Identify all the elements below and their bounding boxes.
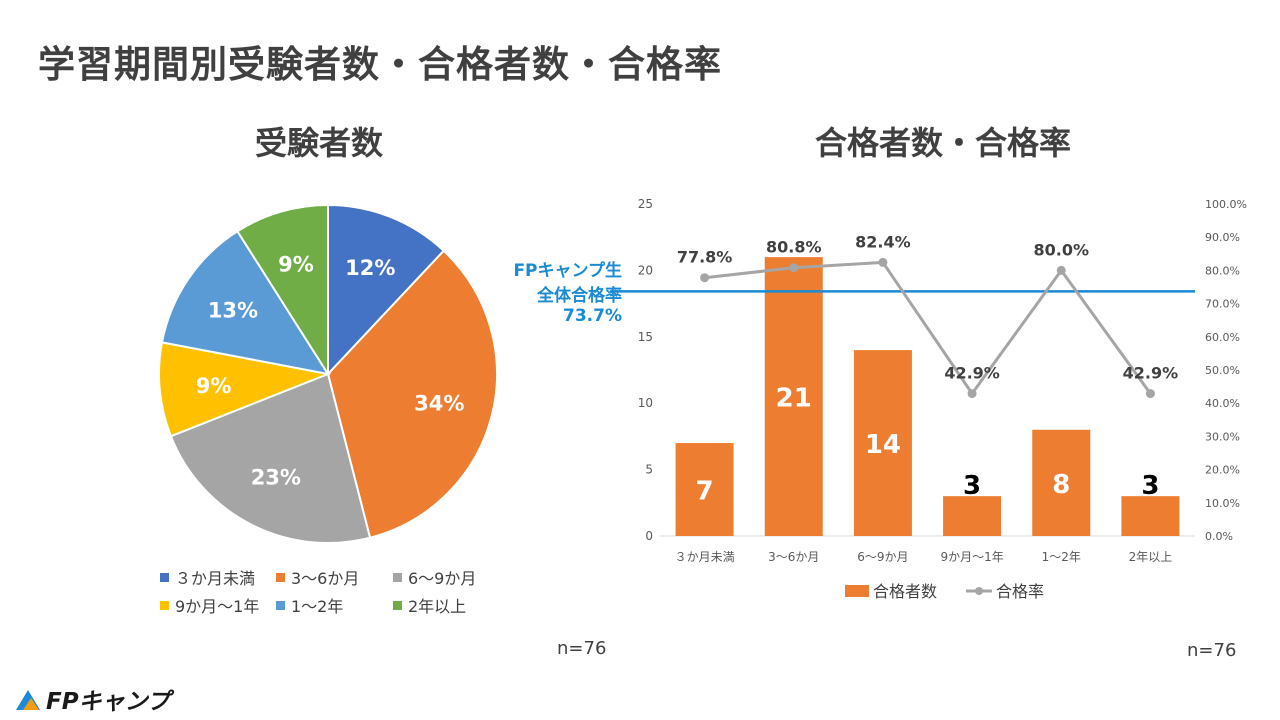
y-tick-left: 10 xyxy=(638,396,653,410)
pie-slice xyxy=(236,203,329,378)
x-tick-label: 3～6か月 xyxy=(768,550,819,564)
bar-value-label: 7 xyxy=(696,477,714,507)
legend-label-bars: 合格者数 xyxy=(873,582,937,601)
pie-slice xyxy=(160,229,331,376)
pie-slice-label: 23% xyxy=(251,465,301,489)
pie-slice xyxy=(169,372,372,544)
legend-item-3to6: 3～6か月 xyxy=(276,565,359,589)
bar-value-label: 8 xyxy=(1052,470,1070,500)
legend-swatch xyxy=(276,572,285,582)
x-tick-label: 9か月～1年 xyxy=(940,550,1003,564)
y-tick-right: 70.0% xyxy=(1205,298,1240,311)
legend-label: 3～6か月 xyxy=(291,569,360,588)
x-tick-label: 6～9か月 xyxy=(857,550,908,564)
rate-value-label: 80.0% xyxy=(1033,240,1089,259)
y-tick-left: 0 xyxy=(645,529,653,543)
legend-label: ３か月未満 xyxy=(175,569,256,588)
y-tick-right: 30.0% xyxy=(1205,430,1240,443)
combo-chart-title: 合格者数・合格率 xyxy=(815,124,1072,162)
rate-value-label: 82.4% xyxy=(855,232,911,251)
legend-swatch-rate-dot xyxy=(975,587,983,595)
legend-label: 1～2年 xyxy=(291,597,344,616)
y-tick-right: 90.0% xyxy=(1205,231,1240,244)
bar xyxy=(1032,429,1091,536)
pie-sample-size: n=76 xyxy=(557,638,607,659)
bar xyxy=(675,443,734,536)
legend-item-2plus: 2年以上 xyxy=(393,593,466,617)
rate-point xyxy=(878,257,888,267)
x-tick-label: ３か月未満 xyxy=(675,550,735,564)
pie-chart: 12% 34% 23% 9% 13% 9% xyxy=(158,203,498,544)
y-tick-left: 5 xyxy=(645,463,653,477)
legend-label: 6～9か月 xyxy=(408,569,477,588)
logo: FPキャンプ xyxy=(14,682,170,716)
legend-swatch xyxy=(393,600,402,610)
legend-label: 2年以上 xyxy=(408,597,467,616)
rate-point xyxy=(1056,265,1066,275)
legend-swatch xyxy=(276,600,285,610)
rate-value-label: 80.8% xyxy=(766,238,822,257)
y-tick-right: 0.0% xyxy=(1205,530,1233,543)
legend-swatch xyxy=(160,572,169,582)
y-tick-left: 20 xyxy=(638,263,653,277)
bar-value-label: 3 xyxy=(963,471,981,501)
bar-value-label: 21 xyxy=(776,384,812,414)
page-title: 学習期間別受験者数・合格者数・合格率 xyxy=(38,43,722,86)
y-tick-right: 100.0% xyxy=(1205,198,1247,211)
pie-slice-label: 13% xyxy=(208,298,258,322)
y-tick-right: 20.0% xyxy=(1205,464,1240,477)
pie-slice xyxy=(327,203,446,377)
x-tick-label: 1～2年 xyxy=(1042,550,1081,564)
bar xyxy=(764,257,823,536)
reference-label-line1: FPキャンプ生 xyxy=(513,261,622,281)
legend-label-rate: 合格率 xyxy=(996,582,1044,601)
logo-icon xyxy=(16,690,40,710)
pie-slice-label: 34% xyxy=(414,392,464,416)
combo-chart: 0 5 10 15 20 25 0.0% 10.0% 20.0% 30.0% 40.0% 50.0% 6… xyxy=(610,197,1247,601)
legend-item-9to12: 9か月～1年 xyxy=(160,593,259,617)
y-tick-right: 50.0% xyxy=(1205,364,1240,377)
y-tick-left: 15 xyxy=(638,330,653,344)
pie-slice-label: 9% xyxy=(278,253,314,277)
legend-label: 9か月～1年 xyxy=(175,597,260,616)
bar xyxy=(853,350,912,536)
pie-slice xyxy=(326,249,498,539)
y-tick-right: 60.0% xyxy=(1205,331,1240,344)
pie-slice xyxy=(158,341,332,438)
legend-swatch xyxy=(393,572,402,582)
legend-item-6to9: 6～9か月 xyxy=(393,565,476,589)
pie-slice-label: 12% xyxy=(345,256,395,280)
rate-point xyxy=(1145,389,1155,399)
combo-sample-size: n=76 xyxy=(1187,640,1237,661)
rate-value-label: 77.8% xyxy=(677,248,733,267)
bar xyxy=(943,496,1002,536)
rate-value-label: 42.9% xyxy=(944,364,1000,383)
pie-slice-label: 9% xyxy=(196,374,232,398)
x-tick-label: 2年以上 xyxy=(1129,550,1173,564)
y-tick-right: 40.0% xyxy=(1205,397,1240,410)
pie-chart-title: 受験者数 xyxy=(255,124,384,162)
y-tick-right: 80.0% xyxy=(1205,264,1240,277)
legend-swatch xyxy=(160,600,169,610)
legend-item-1to2: 1～2年 xyxy=(276,593,343,617)
rate-line xyxy=(704,260,1152,397)
reference-label-line2: 全体合格率 xyxy=(537,286,622,306)
logo-text: FPキャンプ xyxy=(46,689,170,715)
y-tick-left: 25 xyxy=(638,197,653,211)
bar xyxy=(1121,496,1180,536)
legend-item-3months: ３か月未満 xyxy=(160,565,255,589)
bar-value-label: 3 xyxy=(1141,471,1159,501)
y-tick-right: 10.0% xyxy=(1205,497,1240,510)
rate-point xyxy=(967,389,977,399)
legend-swatch-bars xyxy=(845,585,869,597)
bar-value-label: 14 xyxy=(865,430,901,460)
rate-value-label: 42.9% xyxy=(1123,364,1179,383)
rate-point xyxy=(789,263,799,273)
rate-point xyxy=(700,273,710,283)
reference-label-value: 73.7% xyxy=(563,306,622,326)
